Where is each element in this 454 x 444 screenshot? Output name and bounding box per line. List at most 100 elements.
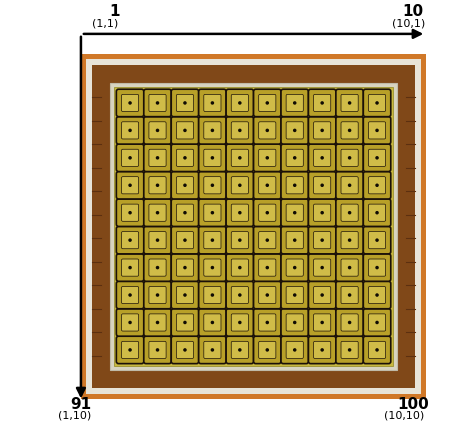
FancyBboxPatch shape [149,149,166,166]
FancyBboxPatch shape [231,341,248,358]
Circle shape [293,348,296,352]
FancyBboxPatch shape [336,171,363,199]
FancyBboxPatch shape [226,336,253,364]
FancyBboxPatch shape [336,281,363,309]
FancyBboxPatch shape [369,232,385,249]
FancyBboxPatch shape [149,177,166,194]
Circle shape [293,156,296,159]
Circle shape [375,238,379,242]
Circle shape [321,101,324,105]
Circle shape [348,183,351,187]
FancyBboxPatch shape [363,199,391,226]
Circle shape [348,348,351,352]
Circle shape [211,321,214,324]
Circle shape [266,266,269,270]
Circle shape [183,266,187,270]
FancyBboxPatch shape [122,314,138,331]
Circle shape [348,321,351,324]
FancyBboxPatch shape [341,95,358,111]
FancyBboxPatch shape [226,89,253,117]
FancyBboxPatch shape [204,177,221,194]
FancyBboxPatch shape [231,149,248,166]
FancyBboxPatch shape [176,95,193,111]
Text: (1,1): (1,1) [92,19,118,29]
Circle shape [183,101,187,105]
FancyBboxPatch shape [204,286,221,304]
FancyBboxPatch shape [308,336,336,364]
FancyBboxPatch shape [308,171,336,199]
Circle shape [156,293,159,297]
Circle shape [293,101,296,105]
FancyBboxPatch shape [204,149,221,166]
FancyBboxPatch shape [281,89,308,117]
FancyBboxPatch shape [144,199,171,226]
FancyBboxPatch shape [116,199,144,226]
FancyBboxPatch shape [171,226,199,254]
Circle shape [183,321,187,324]
FancyBboxPatch shape [369,286,385,304]
FancyBboxPatch shape [259,204,276,221]
FancyBboxPatch shape [253,117,281,144]
FancyBboxPatch shape [259,177,276,194]
FancyBboxPatch shape [281,199,308,226]
Circle shape [238,266,242,270]
Circle shape [375,348,379,352]
FancyBboxPatch shape [341,259,358,276]
Circle shape [156,238,159,242]
FancyBboxPatch shape [199,144,226,171]
Circle shape [266,211,269,214]
FancyBboxPatch shape [369,177,385,194]
FancyBboxPatch shape [253,171,281,199]
FancyBboxPatch shape [314,341,331,358]
FancyBboxPatch shape [314,122,331,139]
FancyBboxPatch shape [286,341,303,358]
FancyBboxPatch shape [281,171,308,199]
Circle shape [183,156,187,159]
Circle shape [238,101,242,105]
Circle shape [375,156,379,159]
Text: (10,10): (10,10) [384,411,424,421]
FancyBboxPatch shape [363,171,391,199]
FancyBboxPatch shape [171,309,199,336]
FancyBboxPatch shape [199,309,226,336]
FancyBboxPatch shape [204,259,221,276]
FancyBboxPatch shape [176,122,193,139]
Circle shape [156,321,159,324]
Text: 91: 91 [70,397,92,412]
FancyBboxPatch shape [171,144,199,171]
FancyBboxPatch shape [336,336,363,364]
FancyBboxPatch shape [199,89,226,117]
FancyBboxPatch shape [122,341,138,358]
FancyBboxPatch shape [149,259,166,276]
Circle shape [156,266,159,270]
FancyBboxPatch shape [253,281,281,309]
Circle shape [375,183,379,187]
FancyBboxPatch shape [369,314,385,331]
FancyBboxPatch shape [122,122,138,139]
FancyBboxPatch shape [122,286,138,304]
Circle shape [375,266,379,270]
Circle shape [348,211,351,214]
Circle shape [183,183,187,187]
FancyBboxPatch shape [204,204,221,221]
Circle shape [375,321,379,324]
FancyBboxPatch shape [336,89,363,117]
Circle shape [348,101,351,105]
FancyBboxPatch shape [144,309,171,336]
FancyBboxPatch shape [231,177,248,194]
FancyBboxPatch shape [144,144,171,171]
FancyBboxPatch shape [199,117,226,144]
FancyBboxPatch shape [149,95,166,111]
FancyBboxPatch shape [231,259,248,276]
Text: (1,10): (1,10) [58,411,91,421]
FancyBboxPatch shape [253,336,281,364]
FancyBboxPatch shape [363,89,391,117]
FancyBboxPatch shape [144,117,171,144]
FancyBboxPatch shape [199,226,226,254]
FancyBboxPatch shape [226,254,253,281]
Circle shape [211,101,214,105]
Circle shape [128,211,132,214]
FancyBboxPatch shape [144,89,171,117]
FancyBboxPatch shape [144,281,171,309]
FancyBboxPatch shape [204,232,221,249]
